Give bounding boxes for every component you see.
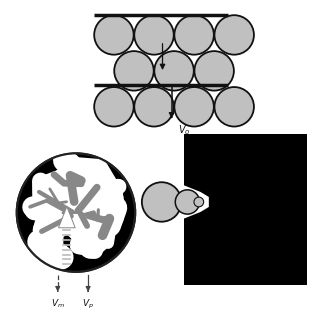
Circle shape [17,154,135,272]
Text: $V_p$: $V_p$ [82,298,94,311]
Circle shape [175,190,200,214]
Bar [184,134,307,185]
Circle shape [154,51,194,90]
Circle shape [194,51,234,90]
Circle shape [142,182,181,222]
Polygon shape [59,207,75,228]
Circle shape [175,87,214,127]
Polygon shape [184,185,209,219]
Bar [209,185,307,219]
Circle shape [214,15,254,55]
Circle shape [94,87,134,127]
Circle shape [214,87,254,127]
Circle shape [114,51,154,90]
Bar [184,219,307,285]
Circle shape [175,15,214,55]
Wedge shape [166,183,184,220]
Text: $V_o$: $V_o$ [178,123,190,137]
Circle shape [94,15,134,55]
Circle shape [134,87,174,127]
Text: $V_m$: $V_m$ [51,298,65,310]
Bar [184,134,307,285]
Circle shape [194,197,204,207]
Circle shape [134,15,174,55]
